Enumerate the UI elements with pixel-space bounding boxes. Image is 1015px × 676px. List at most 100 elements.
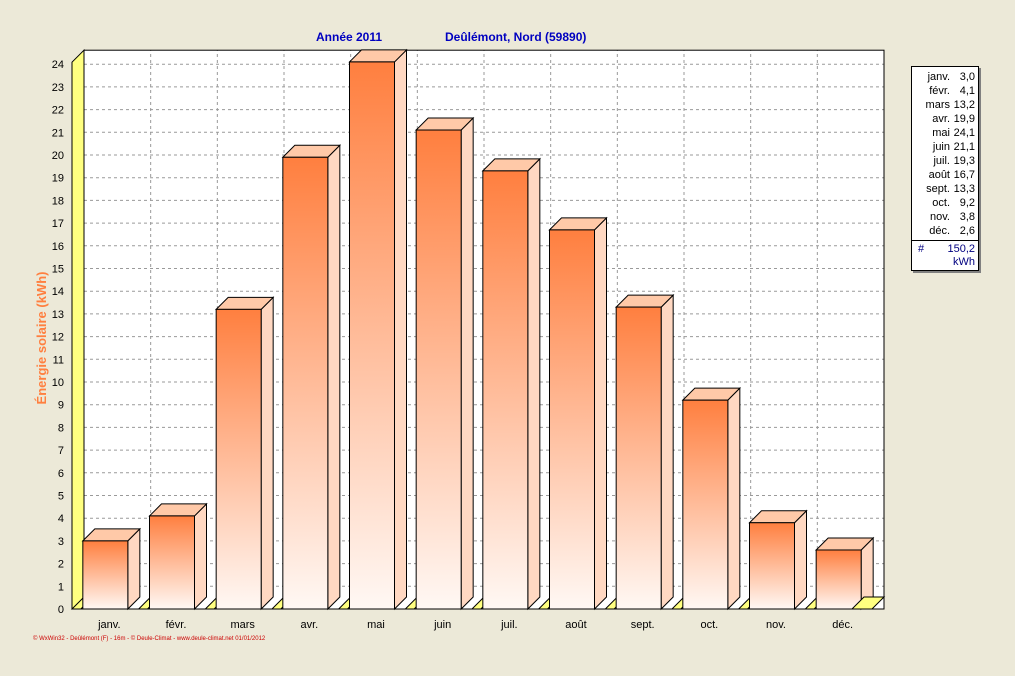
y-tick-label: 12 (52, 332, 64, 344)
x-tick-label: juil. (500, 619, 518, 631)
y-tick-label: 13 (52, 309, 64, 321)
x-tick-label: mai (367, 619, 385, 631)
legend-value: 19,9 (953, 113, 975, 125)
bar (482, 170, 529, 610)
bar (815, 549, 862, 610)
y-tick-label: 17 (52, 218, 64, 230)
y-tick-label: 21 (52, 127, 64, 139)
y-tick-label: 5 (58, 491, 64, 503)
bar (282, 156, 329, 610)
x-tick-label: janv. (97, 619, 120, 631)
bar-side (327, 144, 341, 611)
legend-row: févr. 4,1 (912, 84, 978, 98)
y-tick-label: 8 (58, 422, 64, 434)
legend-month: janv. (927, 71, 950, 83)
values-legend: janv. 3,0 févr. 4,1 mars 13,2 avr. 19,9 mai 24,1 j… (911, 66, 979, 271)
legend-row: déc. 2,6 (912, 224, 978, 238)
legend-month: août (928, 169, 950, 181)
y-tick-label: 9 (58, 400, 64, 412)
legend-month: déc. (929, 225, 950, 237)
legend-total-unit: kWh (953, 256, 975, 268)
legend-value: 3,0 (959, 71, 975, 83)
y-axis-label: Énergie solaire (kWh) (34, 272, 49, 405)
legend-value: 4,1 (959, 85, 975, 97)
legend-total: # 150,2 kWh (912, 243, 978, 269)
y-tick-label: 24 (52, 59, 64, 71)
y-tick-label: 6 (58, 468, 64, 480)
y-tick-label: 4 (58, 513, 64, 525)
y-tick-label: 23 (52, 82, 64, 94)
legend-row: sept. 13,3 (912, 182, 978, 196)
bar-side (594, 216, 607, 611)
bar (82, 540, 129, 610)
legend-value: 13,3 (953, 183, 975, 195)
legend-value: 9,2 (959, 197, 975, 209)
bar (349, 61, 395, 610)
bar-side (460, 116, 474, 611)
legend-month: juin (932, 141, 950, 153)
legend-month: juil. (933, 155, 950, 167)
x-tick-label: nov. (766, 619, 786, 631)
x-tick-label: mars (230, 619, 255, 631)
floor-segment (850, 596, 886, 610)
bars (70, 48, 886, 611)
bar-side (260, 296, 274, 611)
legend-value: 3,8 (959, 211, 975, 223)
bar (749, 522, 795, 610)
x-tick-labels: janv. févr. mars avr. mai juin juil. août sept. o… (97, 619, 853, 631)
legend-row: mai 24,1 (912, 126, 978, 140)
legend-month: nov. (930, 211, 950, 223)
x-tick-label: juin (433, 619, 451, 631)
bar (682, 399, 729, 610)
y-tick-label: 3 (58, 536, 64, 548)
x-tick-label: sept. (631, 619, 655, 631)
legend-row: mars 13,2 (912, 98, 978, 112)
legend-month: mai (932, 127, 950, 139)
bar-side (394, 48, 407, 611)
y-tick-label: 1 (58, 581, 64, 593)
y-axis-wall (71, 48, 85, 610)
y-tick-label: 22 (52, 105, 64, 117)
y-tick-label: 16 (52, 241, 64, 253)
footer-credit: © WxWin32 - Deûlémont (F) - 16m - © Deul… (33, 635, 266, 642)
legend-month: sept. (926, 183, 950, 195)
legend-row: nov. 3,8 (912, 210, 978, 224)
y-tick-label: 14 (52, 286, 64, 298)
legend-row: avr. 19,9 (912, 112, 978, 126)
x-tick-label: avr. (300, 619, 318, 631)
legend-row: janv. 3,0 (912, 70, 978, 84)
x-tick-label: oct. (700, 619, 718, 631)
legend-value: 2,6 (959, 225, 975, 237)
bar (549, 229, 595, 610)
y-tick-label: 19 (52, 173, 64, 185)
legend-row: juin 21,1 (912, 140, 978, 154)
y-tick-label: 11 (53, 354, 64, 366)
y-tick-label: 18 (52, 195, 64, 207)
legend-value: 13,2 (953, 99, 975, 111)
legend-total-symbol: # (918, 243, 925, 255)
legend-row: juil. 19,3 (912, 154, 978, 168)
bar-side (527, 157, 541, 611)
legend-month: avr. (932, 113, 950, 125)
bar (149, 515, 195, 610)
legend-value: 16,7 (953, 169, 975, 181)
legend-value: 24,1 (953, 127, 975, 139)
legend-month: oct. (932, 197, 950, 209)
y-tick-label: 2 (58, 559, 64, 571)
bar-side (194, 502, 207, 611)
y-tick-label: 10 (52, 377, 64, 389)
bar (615, 306, 662, 610)
bar (415, 129, 462, 610)
bar (215, 308, 262, 610)
legend-row: oct. 9,2 (912, 196, 978, 210)
x-tick-label: août (565, 619, 586, 631)
legend-row: août 16,7 (912, 168, 978, 182)
legend-month: mars (925, 99, 950, 111)
y-tick-label: 15 (52, 264, 64, 276)
x-tick-label: févr. (166, 619, 187, 631)
bar-side (127, 527, 141, 611)
bar-side (660, 293, 674, 611)
